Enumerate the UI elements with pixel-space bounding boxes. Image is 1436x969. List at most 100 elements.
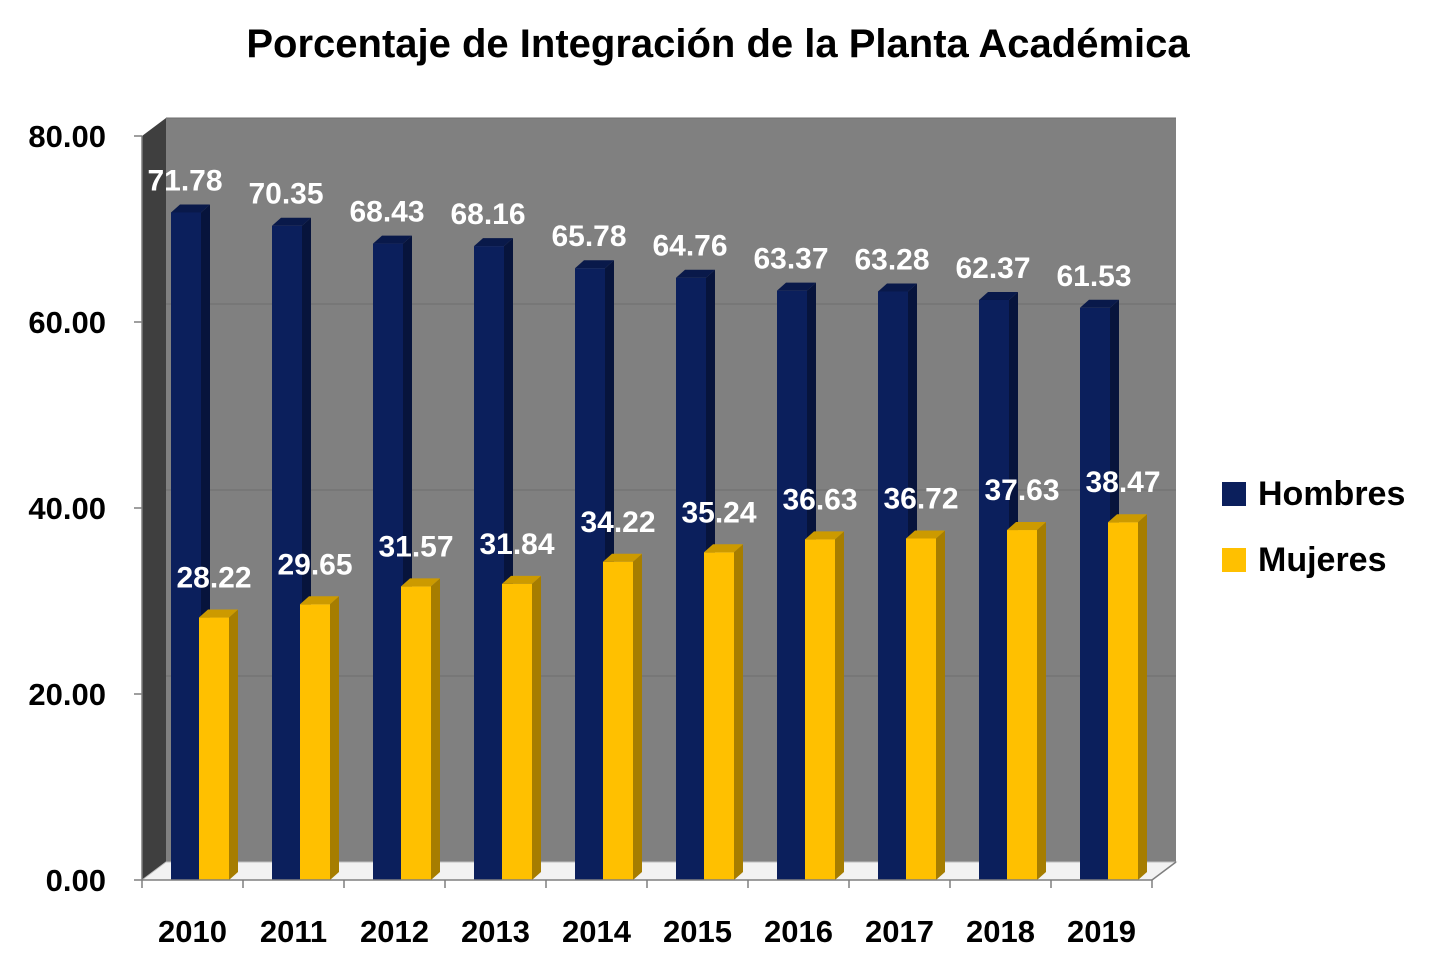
bar-mujeres-2016 bbox=[805, 531, 844, 880]
bar-mujeres-2011 bbox=[300, 596, 339, 880]
bar-top bbox=[199, 609, 238, 618]
bar-top bbox=[805, 531, 844, 540]
y-tick-label: 40.00 bbox=[28, 491, 106, 526]
x-tick-label: 2019 bbox=[1067, 914, 1136, 949]
data-labels: 71.78 70.35 68.43 68.16 65.78 64.76 63.37 63.28… bbox=[147, 164, 1160, 594]
bar-side bbox=[431, 578, 440, 880]
bar-front bbox=[906, 538, 936, 880]
bar-front bbox=[272, 225, 302, 880]
bar-top bbox=[676, 269, 715, 278]
legend-label-hombres: Hombres bbox=[1258, 474, 1406, 513]
bar-front bbox=[575, 268, 605, 881]
bar-side bbox=[734, 544, 743, 880]
bar-side bbox=[1037, 522, 1046, 880]
data-label-mujeres-2016: 36.63 bbox=[782, 483, 857, 516]
legend-swatch-hombres bbox=[1222, 482, 1246, 506]
data-label-mujeres-2018: 37.63 bbox=[984, 474, 1059, 507]
bar-top bbox=[1080, 299, 1119, 308]
bar-mujeres-2014 bbox=[603, 553, 642, 880]
bar-top bbox=[979, 291, 1018, 300]
bar-top bbox=[171, 204, 210, 213]
bar-side bbox=[1138, 514, 1147, 880]
data-label-mujeres-2010: 28.22 bbox=[176, 562, 251, 595]
x-tick-label: 2016 bbox=[764, 914, 833, 949]
bar-top bbox=[1007, 522, 1046, 531]
bar-top bbox=[906, 530, 945, 539]
x-tick-label: 2013 bbox=[461, 914, 530, 949]
x-tick-label: 2011 bbox=[260, 914, 327, 949]
bar-top bbox=[704, 544, 743, 553]
data-label-mujeres-2017: 36.72 bbox=[883, 483, 958, 516]
bar-mujeres-2013 bbox=[502, 575, 541, 880]
bar-top bbox=[373, 235, 412, 244]
y-tick-label: 0.00 bbox=[46, 863, 106, 898]
bar-mujeres-2015 bbox=[704, 544, 743, 880]
bars bbox=[171, 204, 1147, 881]
data-label-hombres-2018: 62.37 bbox=[955, 252, 1030, 285]
data-label-hombres-2015: 64.76 bbox=[652, 230, 727, 263]
bar-front bbox=[676, 277, 706, 880]
bar-top bbox=[575, 260, 614, 269]
y-tick-label: 20.00 bbox=[28, 677, 106, 712]
x-tick-label: 2017 bbox=[865, 914, 934, 949]
bar-top bbox=[603, 553, 642, 562]
bar-top bbox=[777, 282, 816, 291]
data-label-hombres-2013: 68.16 bbox=[450, 198, 525, 231]
bar-side bbox=[936, 530, 945, 880]
data-label-hombres-2012: 68.43 bbox=[349, 196, 424, 229]
chart-title: Porcentaje de Integración de la Planta A… bbox=[246, 22, 1190, 66]
x-tick-label: 2012 bbox=[360, 914, 429, 949]
y-tick-label: 60.00 bbox=[28, 305, 106, 340]
bar-mujeres-2010 bbox=[199, 609, 238, 880]
bar-front bbox=[805, 539, 835, 880]
bar-front bbox=[373, 243, 403, 880]
y-tick-label: 80.00 bbox=[28, 119, 106, 154]
x-tick-label: 2010 bbox=[158, 914, 227, 949]
bar-front bbox=[777, 290, 807, 880]
side-wall bbox=[142, 118, 166, 880]
bar-front bbox=[171, 212, 201, 881]
bar-top bbox=[474, 238, 513, 247]
bar-top bbox=[272, 217, 311, 226]
bar-front bbox=[878, 291, 908, 881]
data-label-hombres-2010: 71.78 bbox=[147, 164, 222, 197]
x-axis-end bbox=[1151, 861, 1177, 881]
bar-front bbox=[603, 561, 633, 880]
data-label-mujeres-2015: 35.24 bbox=[681, 496, 756, 529]
bar-side bbox=[532, 575, 541, 880]
data-label-mujeres-2013: 31.84 bbox=[479, 528, 554, 561]
bar-front bbox=[704, 552, 734, 880]
bar-top bbox=[502, 575, 541, 584]
bar-top bbox=[878, 283, 917, 292]
bar-side bbox=[330, 596, 339, 880]
bar-top bbox=[300, 596, 339, 605]
x-tick-label: 2015 bbox=[663, 914, 732, 949]
x-tick-label: 2014 bbox=[562, 914, 632, 949]
bar-side bbox=[633, 553, 642, 880]
legend: Hombres Mujeres bbox=[1222, 472, 1405, 604]
bar-mujeres-2019 bbox=[1108, 514, 1147, 880]
data-label-hombres-2017: 63.28 bbox=[854, 243, 929, 276]
data-label-mujeres-2012: 31.57 bbox=[378, 530, 453, 563]
x-tick-label: 2018 bbox=[966, 914, 1035, 949]
bar-front bbox=[1007, 530, 1037, 880]
bar-front bbox=[199, 617, 229, 880]
legend-label-mujeres: Mujeres bbox=[1258, 540, 1387, 579]
data-label-hombres-2016: 63.37 bbox=[753, 243, 828, 276]
bar-front bbox=[401, 586, 431, 880]
data-label-mujeres-2011: 29.65 bbox=[277, 548, 352, 581]
legend-item-hombres: Hombres bbox=[1222, 472, 1405, 516]
bar-mujeres-2018 bbox=[1007, 522, 1046, 880]
bar-front bbox=[502, 583, 532, 880]
bar-top bbox=[401, 578, 440, 587]
bar-front bbox=[1080, 307, 1110, 880]
data-label-mujeres-2014: 34.22 bbox=[580, 506, 655, 539]
bar-hombres-2011 bbox=[272, 217, 311, 880]
data-label-mujeres-2019: 38.47 bbox=[1085, 466, 1160, 499]
bar-top bbox=[1108, 514, 1147, 523]
bar-side bbox=[229, 609, 238, 880]
data-label-hombres-2019: 61.53 bbox=[1056, 260, 1131, 293]
legend-swatch-mujeres bbox=[1222, 548, 1246, 572]
bar-front bbox=[474, 246, 504, 880]
